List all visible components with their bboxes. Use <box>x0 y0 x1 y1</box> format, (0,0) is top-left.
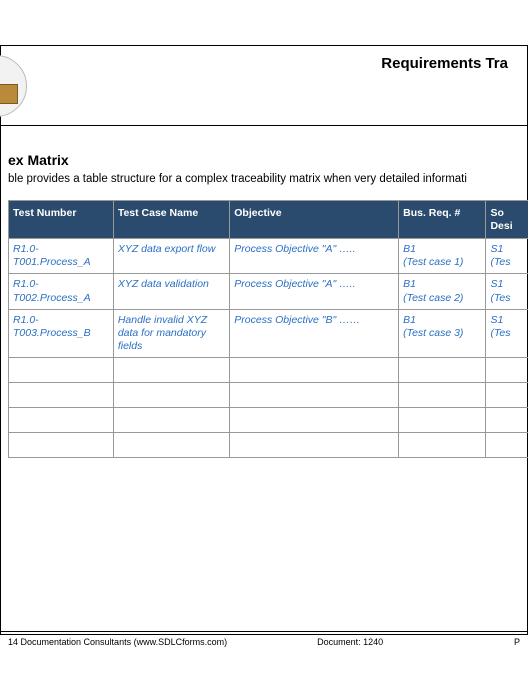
cell-empty <box>230 383 399 408</box>
cell-empty <box>486 383 528 408</box>
table-row-empty <box>9 383 528 408</box>
cell-empty <box>230 408 399 433</box>
header-test-number: Test Number <box>9 201 114 239</box>
cell-empty <box>230 358 399 383</box>
cell-bus-req: B1(Test case 1) <box>399 239 486 274</box>
cell-design: S1(Tes <box>486 239 528 274</box>
cell-objective: Process Objective "B" …… <box>230 309 399 357</box>
traceability-matrix-table: Test Number Test Case Name Objective Bus… <box>8 200 528 458</box>
cell-test-case-name: XYZ data export flow <box>113 239 229 274</box>
table-row: R1.0-T002.Process_AXYZ data validationPr… <box>9 274 528 309</box>
cell-design: S1(Tes <box>486 274 528 309</box>
cell-test-number: R1.0-T001.Process_A <box>9 239 114 274</box>
cell-empty <box>486 358 528 383</box>
cell-objective: Process Objective "A" ….. <box>230 239 399 274</box>
cell-empty <box>9 408 114 433</box>
cell-test-case-name: Handle invalid XYZ data for mandatory fi… <box>113 309 229 357</box>
cell-design: S1(Tes <box>486 309 528 357</box>
cell-empty <box>113 358 229 383</box>
cell-empty <box>113 408 229 433</box>
table-body: R1.0-T001.Process_AXYZ data export flowP… <box>9 239 528 458</box>
cell-empty <box>9 358 114 383</box>
cell-objective: Process Objective "A" ….. <box>230 274 399 309</box>
cell-test-number: R1.0-T003.Process_B <box>9 309 114 357</box>
footer-copyright: 14 Documentation Consultants (www.SDLCfo… <box>8 637 227 647</box>
cell-empty <box>399 433 486 458</box>
cell-empty <box>399 408 486 433</box>
cell-empty <box>486 433 528 458</box>
table-row: R1.0-T001.Process_AXYZ data export flowP… <box>9 239 528 274</box>
cell-empty <box>113 433 229 458</box>
table-header-row: Test Number Test Case Name Objective Bus… <box>9 201 528 239</box>
cell-test-case-name: XYZ data validation <box>113 274 229 309</box>
cell-empty <box>399 383 486 408</box>
cell-empty <box>9 383 114 408</box>
cell-empty <box>230 433 399 458</box>
cell-bus-req: B1(Test case 3) <box>399 309 486 357</box>
cell-empty <box>9 433 114 458</box>
table-row-empty <box>9 358 528 383</box>
cell-empty <box>113 383 229 408</box>
cell-empty <box>399 358 486 383</box>
footer-separator <box>0 631 528 632</box>
footer: 14 Documentation Consultants (www.SDLCfo… <box>8 637 520 647</box>
footer-page: P <box>514 637 520 647</box>
section-description: ble provides a table structure for a com… <box>8 173 467 185</box>
table-row: R1.0-T003.Process_BHandle invalid XYZ da… <box>9 309 528 357</box>
cell-test-number: R1.0-T002.Process_A <box>9 274 114 309</box>
table-row-empty <box>9 433 528 458</box>
header-test-case-name: Test Case Name <box>113 201 229 239</box>
document-header-title: Requirements Tra <box>381 55 508 72</box>
header-separator <box>0 125 528 126</box>
cell-bus-req: B1(Test case 2) <box>399 274 486 309</box>
header-bus-req: Bus. Req. # <box>399 201 486 239</box>
header-objective: Objective <box>230 201 399 239</box>
section-title: ex Matrix <box>8 152 69 168</box>
table-row-empty <box>9 408 528 433</box>
footer-document: Document: 1240 <box>317 637 383 647</box>
cell-empty <box>486 408 528 433</box>
header-design: SoDesi <box>486 201 528 239</box>
